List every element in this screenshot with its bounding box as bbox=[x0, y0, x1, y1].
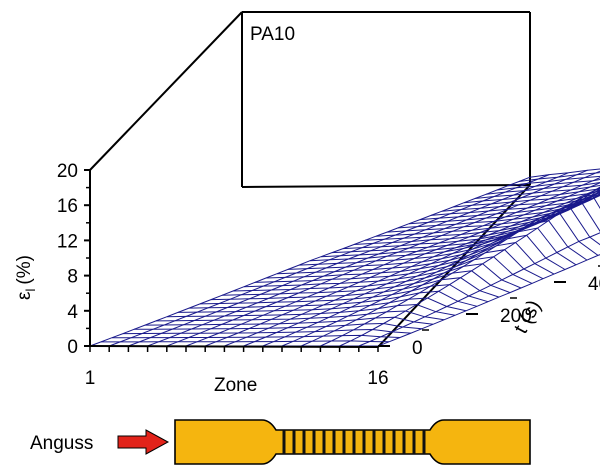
surface-time-line bbox=[386, 190, 600, 233]
surface-time-line bbox=[419, 194, 600, 221]
specimen-stripe bbox=[352, 430, 356, 454]
surface-time-line bbox=[496, 179, 600, 191]
surface-time-line bbox=[485, 181, 600, 195]
surface-time-line bbox=[232, 263, 522, 292]
specimen-stripe bbox=[302, 430, 306, 454]
surface-zone-line bbox=[89, 176, 531, 347]
x-axis-line bbox=[89, 345, 379, 348]
x-tick-label: 16 bbox=[367, 368, 388, 389]
z-axis-label: εl (%) bbox=[14, 255, 38, 300]
specimen-stripe bbox=[382, 430, 386, 454]
specimen-stripe bbox=[422, 430, 426, 454]
x-axis-label: Zone bbox=[214, 375, 257, 396]
z-axis-label-main: ε bbox=[14, 291, 35, 300]
z-tick-label: 4 bbox=[67, 302, 78, 323]
surface-time-line bbox=[463, 188, 600, 204]
surface-time-line bbox=[243, 256, 533, 288]
surface-zone-line bbox=[243, 191, 600, 347]
specimen-stripe bbox=[282, 430, 286, 454]
surface-zone-line bbox=[320, 186, 600, 347]
surface-time-line bbox=[507, 175, 600, 187]
surface-time-line bbox=[353, 189, 600, 245]
specimen-stripe bbox=[312, 430, 316, 454]
z-tick-label: 20 bbox=[57, 161, 78, 182]
surface-time-line bbox=[331, 201, 600, 254]
surface-zone-line bbox=[358, 232, 600, 347]
specimen-stripe bbox=[392, 430, 396, 454]
surface-zone-line bbox=[281, 194, 600, 347]
z-tick-label: 16 bbox=[57, 196, 78, 217]
y-tick-label: 200 bbox=[500, 306, 532, 327]
surface-time-line bbox=[188, 290, 478, 309]
surface-zone-line bbox=[166, 170, 600, 347]
surface-time-line bbox=[101, 340, 390, 343]
surface-time-line bbox=[155, 310, 445, 322]
axes: 04812162011602004006008001000 bbox=[57, 161, 600, 389]
back-bottom-edge bbox=[241, 184, 531, 188]
specimen-stripe bbox=[362, 430, 366, 454]
specimen-stripes bbox=[282, 430, 426, 454]
strain-surface bbox=[89, 168, 600, 347]
specimen-diagram: Anguss bbox=[30, 419, 531, 465]
specimen-stripe bbox=[332, 430, 336, 454]
surface-time-line bbox=[166, 303, 456, 318]
surface-time-line bbox=[518, 172, 600, 182]
surface-zone-line bbox=[147, 169, 588, 347]
surface-time-line bbox=[122, 328, 412, 335]
surface-time-line bbox=[441, 192, 600, 212]
surface-time-line bbox=[254, 249, 544, 283]
specimen-stripe bbox=[372, 430, 376, 454]
top-left-diagonal bbox=[89, 11, 243, 171]
surface-time-line bbox=[474, 185, 600, 199]
specimen-stripe bbox=[402, 430, 406, 454]
surface-time-line bbox=[375, 187, 600, 237]
surface-time-line bbox=[364, 187, 600, 241]
x-tick-label: 1 bbox=[85, 368, 96, 389]
surface-zone-line bbox=[128, 172, 569, 347]
surface-time-line bbox=[320, 207, 600, 258]
surface-zone-line bbox=[301, 191, 600, 347]
bottom-right-diagonal bbox=[377, 184, 531, 348]
specimen-stripe bbox=[412, 430, 416, 454]
z-axis-label-unit: (%) bbox=[14, 255, 35, 285]
surface-time-line bbox=[408, 194, 600, 225]
specimen-stripe bbox=[292, 430, 296, 454]
surface-zone-line bbox=[339, 190, 600, 347]
surface-time-line bbox=[112, 334, 401, 339]
specimen-stripe bbox=[342, 430, 346, 454]
surface-time-line bbox=[529, 168, 600, 178]
surface-zone-line bbox=[185, 177, 600, 347]
chart-title: PA10 bbox=[250, 24, 295, 45]
y-tick-label: 400 bbox=[588, 274, 600, 295]
surface-time-line bbox=[210, 277, 500, 301]
z-tick-label: 12 bbox=[57, 231, 78, 252]
surface-time-line bbox=[276, 234, 566, 275]
y-tick-label: 0 bbox=[412, 338, 423, 359]
specimen-stripe bbox=[322, 430, 326, 454]
z-tick-label: 8 bbox=[67, 267, 78, 288]
surface-time-line bbox=[221, 270, 511, 296]
surface-time-line bbox=[144, 316, 434, 326]
surface-time-line bbox=[342, 195, 600, 250]
inlet-label: Anguss bbox=[30, 433, 93, 454]
surface-zone-line bbox=[377, 254, 600, 347]
surface-time-line bbox=[397, 192, 600, 229]
inlet-arrow bbox=[117, 429, 170, 455]
z-axis-label-sub: l bbox=[23, 289, 38, 292]
surface-time-line bbox=[309, 212, 599, 262]
surface-zone-line bbox=[262, 194, 600, 347]
surface-time-line bbox=[177, 297, 467, 313]
surface-time-line bbox=[265, 241, 555, 279]
surface-time-line bbox=[287, 227, 577, 270]
surface-time-line bbox=[199, 284, 489, 305]
y-axis-label: t (s) bbox=[510, 297, 546, 338]
surface-zone-line bbox=[109, 174, 550, 347]
surface-time-line bbox=[133, 322, 423, 330]
surface-zone-line bbox=[205, 182, 600, 347]
z-tick-label: 0 bbox=[67, 337, 78, 358]
